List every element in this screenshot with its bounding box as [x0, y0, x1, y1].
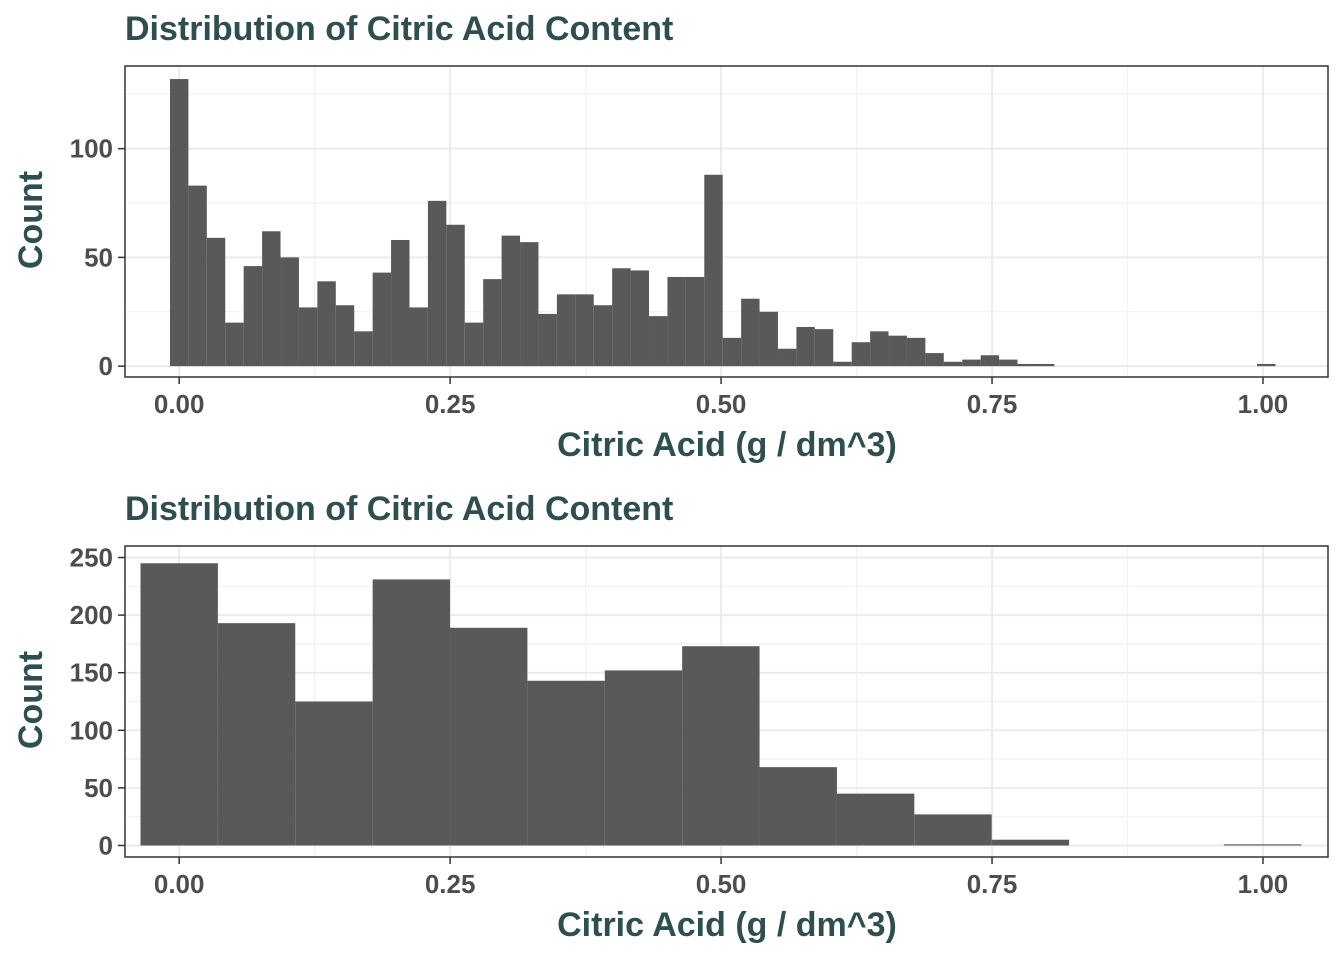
histogram-bar: [483, 279, 502, 367]
histogram-bar: [836, 793, 915, 846]
histogram-bar: [217, 623, 296, 846]
histogram-bar: [925, 353, 944, 367]
x-tick-label: 0.75: [967, 869, 1018, 899]
x-tick-label: 0.25: [425, 869, 476, 899]
y-tick-label: 250: [70, 543, 113, 573]
histogram-bar: [851, 342, 871, 367]
histogram-bar: [335, 305, 355, 367]
histogram-bar: [372, 579, 451, 846]
histogram-bar: [1223, 844, 1302, 846]
histogram-bottom: Distribution of Citric Acid Content 0.00…: [0, 480, 1344, 960]
y-tick-label: 50: [84, 773, 113, 803]
histogram-bar: [225, 322, 244, 367]
histogram-bar: [409, 307, 428, 367]
x-tick-label: 0.50: [696, 869, 747, 899]
y-tick-label: 0: [99, 830, 113, 860]
histogram-bar: [140, 563, 218, 846]
histogram-bar: [962, 359, 981, 367]
histogram-bar: [188, 185, 207, 367]
histogram-bar: [317, 281, 336, 367]
panel-border: [124, 65, 1329, 378]
histogram-top-svg: Distribution of Citric Acid Content 0.00…: [12, 10, 1329, 464]
histogram-bar: [796, 326, 815, 367]
histogram-bar: [1035, 363, 1055, 367]
x-tick-label: 1.00: [1238, 389, 1289, 419]
histogram-bar: [556, 294, 576, 367]
y-tick-label: 50: [84, 242, 113, 272]
x-tick-label: 0.25: [425, 389, 476, 419]
histogram-bar: [593, 305, 613, 367]
histogram-bar: [777, 348, 797, 367]
x-tick-label: 1.00: [1238, 869, 1289, 899]
histogram-bar: [206, 237, 226, 367]
y-axis-title: Count: [12, 171, 50, 269]
histogram-bar: [630, 270, 650, 367]
histogram-bar: [169, 79, 189, 367]
histogram-bar: [298, 307, 318, 367]
histogram-bar: [943, 361, 963, 367]
histogram-bar: [814, 329, 834, 367]
panel-border: [124, 545, 1329, 858]
axis-ticks: 0.00 0.25 0.50 0.75 1.00 0 50 100 150 200 250: [70, 543, 1289, 899]
y-tick-label: 200: [70, 600, 113, 630]
histogram-top: Distribution of Citric Acid Content 0.00…: [0, 0, 1344, 480]
histogram-bar: [704, 174, 723, 367]
histogram-bar: [612, 268, 631, 367]
histogram-bar: [682, 646, 760, 846]
histogram-bar: [999, 359, 1018, 367]
histogram-bar: [741, 298, 760, 367]
histogram-bar: [870, 331, 889, 367]
x-axis-title: Citric Acid (g / dm^3): [557, 906, 897, 944]
y-tick-label: 100: [70, 134, 113, 164]
histogram-bar: [427, 200, 447, 367]
histogram-bar: [759, 311, 778, 367]
histogram-bar: [280, 257, 299, 367]
histogram-bar: [685, 276, 705, 367]
histogram-bar: [520, 242, 539, 367]
x-tick-label: 0.50: [696, 389, 747, 419]
histogram-bar: [604, 670, 683, 846]
x-tick-label: 0.75: [967, 389, 1018, 419]
histogram-bar: [450, 627, 528, 846]
histogram-bar: [833, 361, 852, 367]
y-axis-title: Count: [12, 651, 50, 749]
histogram-bar: [391, 239, 410, 367]
histogram-bar: [667, 276, 686, 367]
histogram-bar: [1017, 363, 1036, 367]
histogram-bar: [914, 814, 992, 846]
histogram-bar: [538, 313, 557, 367]
histogram-bar: [906, 337, 926, 367]
histogram-bar: [888, 335, 907, 367]
chart-title: Distribution of Citric Acid Content: [125, 490, 673, 528]
histogram-bar: [527, 680, 605, 846]
histogram-bar: [980, 355, 1000, 367]
histogram-bar: [295, 701, 373, 846]
histogram-bar: [991, 839, 1070, 846]
bars: [140, 563, 1302, 846]
histogram-bar: [446, 224, 465, 367]
histogram-bar: [759, 767, 837, 846]
bars: [169, 79, 1276, 367]
histogram-bar: [243, 266, 263, 367]
histogram-bar: [372, 272, 392, 367]
histogram-bar: [575, 294, 594, 367]
x-axis-title: Citric Acid (g / dm^3): [557, 426, 897, 464]
chart-title: Distribution of Citric Acid Content: [125, 10, 673, 48]
y-tick-label: 150: [70, 658, 113, 688]
x-tick-label: 0.00: [154, 869, 205, 899]
histogram-bar: [262, 231, 281, 367]
axis-ticks: 0.00 0.25 0.50 0.75 1.00 0 50 100: [70, 134, 1289, 419]
histogram-bar: [464, 322, 484, 367]
x-tick-label: 0.00: [154, 389, 205, 419]
histogram-bottom-svg: Distribution of Citric Acid Content 0.00…: [12, 490, 1329, 944]
histogram-bar: [354, 331, 373, 367]
y-tick-label: 0: [99, 351, 113, 381]
histogram-bar: [501, 235, 521, 367]
histogram-bar: [722, 337, 742, 367]
histogram-bar: [1257, 363, 1276, 367]
y-tick-label: 100: [70, 715, 113, 745]
histogram-bar: [649, 316, 668, 367]
